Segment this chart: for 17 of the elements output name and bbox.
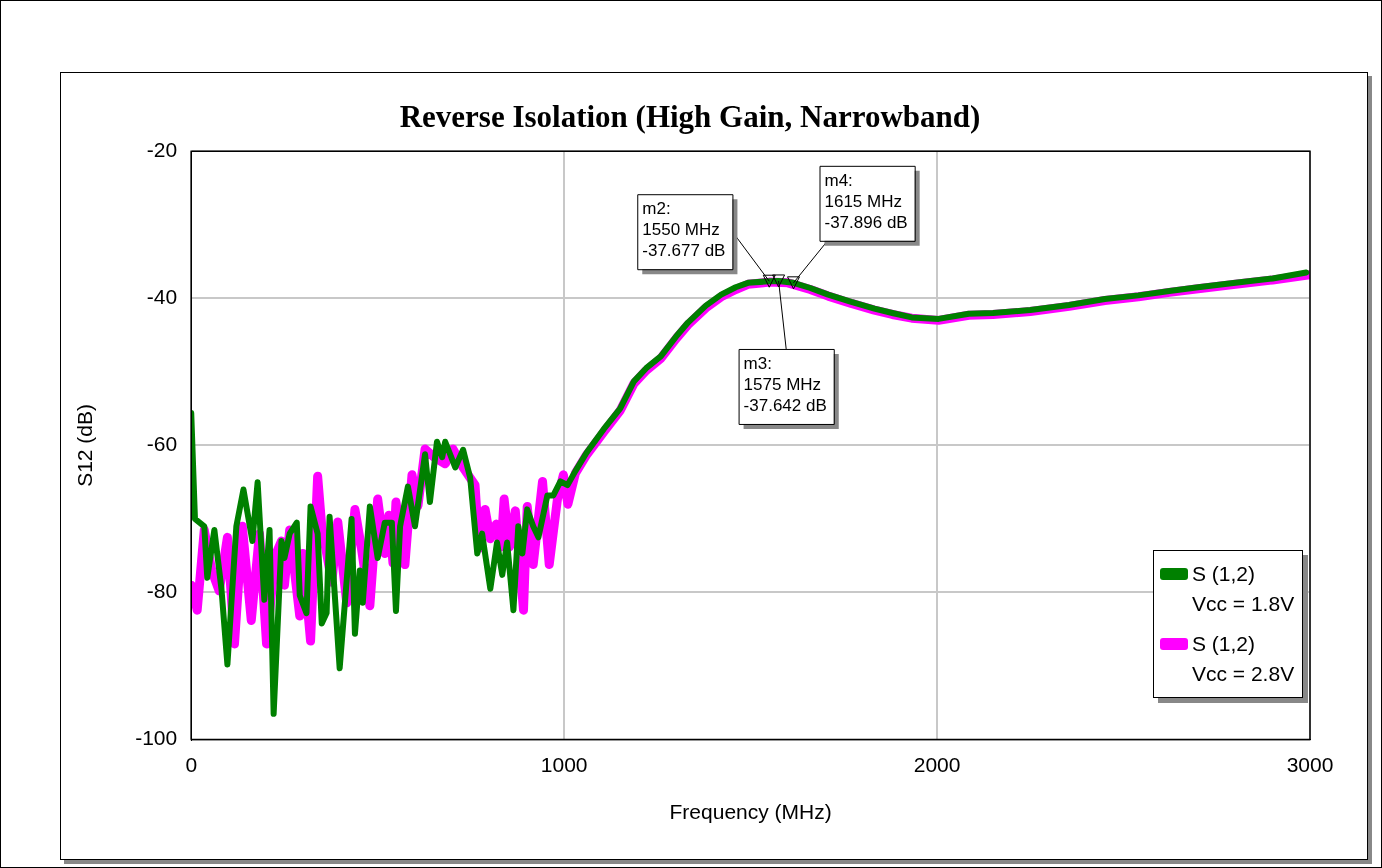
y-tick-label: -80 — [146, 579, 178, 603]
x-tick-label: 3000 — [1286, 753, 1334, 776]
y-tick-label: -60 — [146, 432, 178, 456]
legend-label: S (1,2) Vcc = 2.8V — [1192, 631, 1295, 687]
y-tick-label: -100 — [135, 726, 178, 750]
y-tick-label: -40 — [146, 285, 178, 309]
y-tick-label: -20 — [146, 138, 178, 161]
x-tick-label: 2000 — [913, 753, 961, 776]
x-axis-title: Frequency (MHz) — [669, 800, 832, 824]
annotation: m4: 1615 MHz -37.896 dB — [824, 171, 908, 233]
chart-title: Reverse Isolation (High Gain, Narrowband) — [399, 98, 981, 134]
annotation: m2: 1550 MHz -37.677 dB — [642, 199, 726, 261]
annotation: m3: 1575 MHz -37.642 dB — [743, 354, 827, 416]
legend-label: S (1,2) Vcc = 1.8V — [1192, 561, 1295, 617]
x-tick-label: 1000 — [540, 753, 588, 776]
x-tick-label: 0 — [185, 753, 198, 776]
y-axis-title: S12 (dB) — [73, 403, 97, 487]
